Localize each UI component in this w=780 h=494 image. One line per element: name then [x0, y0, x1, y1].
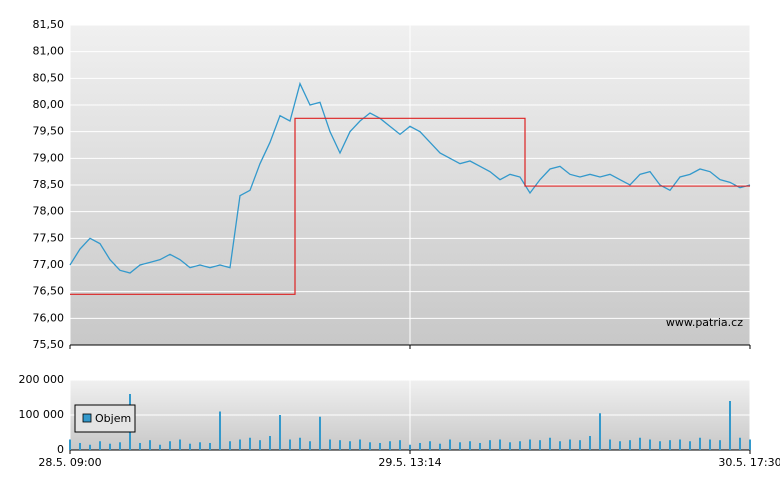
- volume-bar: [159, 444, 161, 450]
- y-tick-label: 77,00: [33, 258, 65, 271]
- volume-bar: [289, 439, 291, 450]
- y-tick-label: 78,50: [33, 178, 65, 191]
- volume-bar: [609, 439, 611, 450]
- volume-bar: [529, 439, 531, 450]
- volume-bar: [379, 443, 381, 450]
- volume-bar: [339, 440, 341, 450]
- volume-bar: [329, 439, 331, 450]
- volume-bar: [659, 441, 661, 450]
- volume-bar: [399, 440, 401, 450]
- y-tick-label: 76,50: [33, 285, 65, 298]
- legend-swatch: [82, 413, 92, 423]
- volume-bar: [519, 441, 521, 450]
- volume-bar: [499, 439, 501, 450]
- volume-bar: [149, 440, 151, 450]
- y-tick-label: 80,50: [33, 71, 65, 84]
- x-tick-label: 29.5. 13:14: [378, 456, 441, 469]
- volume-bar: [509, 442, 511, 450]
- price-line: [69, 81, 751, 274]
- volume-bar: [449, 439, 451, 450]
- watermark: www.patria.cz: [666, 316, 743, 329]
- volume-bar: [239, 439, 241, 450]
- volume-bar: [649, 439, 651, 450]
- volume-bar: [439, 443, 441, 450]
- volume-bar: [99, 441, 101, 450]
- volume-bar: [209, 443, 211, 450]
- volume-bar: [69, 439, 71, 450]
- y-tick-label: 81,50: [33, 18, 65, 31]
- y-tick-label: 79,50: [33, 125, 65, 138]
- volume-bar: [689, 441, 691, 450]
- step-line: [70, 117, 750, 295]
- y-tick-label: 75,50: [33, 338, 65, 351]
- x-tick-label: 30.5. 17:30: [718, 456, 780, 469]
- volume-bar: [719, 440, 721, 450]
- volume-bar: [559, 441, 561, 450]
- volume-bar: [359, 439, 361, 450]
- volume-bar: [459, 442, 461, 450]
- volume-bar: [349, 441, 351, 450]
- volume-bar: [579, 440, 581, 450]
- y-tick-label: 200 000: [19, 373, 65, 386]
- volume-bar: [259, 440, 261, 450]
- volume-bar: [739, 437, 741, 450]
- volume-bar: [749, 439, 751, 450]
- volume-bar: [169, 441, 171, 450]
- volume-bar: [369, 442, 371, 450]
- volume-bar: [319, 416, 321, 450]
- volume-bar: [189, 443, 191, 450]
- volume-bar: [199, 442, 201, 450]
- volume-bar: [89, 444, 91, 450]
- volume-bar: [249, 437, 251, 450]
- volume-bar: [639, 437, 641, 450]
- volume-bar: [109, 443, 111, 450]
- volume-bar: [539, 440, 541, 450]
- volume-bar: [569, 439, 571, 450]
- volume-bar: [429, 441, 431, 450]
- volume-bar: [179, 439, 181, 450]
- volume-bar: [599, 413, 601, 450]
- volume-bar: [699, 437, 701, 450]
- volume-bar: [229, 441, 231, 450]
- y-tick-label: 0: [57, 443, 64, 456]
- legend-label: Objem: [95, 412, 131, 425]
- y-tick-label: 79,00: [33, 151, 65, 164]
- volume-bar: [629, 440, 631, 450]
- x-tick-label: 28.5. 09:00: [38, 456, 101, 469]
- volume-bar: [279, 415, 281, 450]
- volume-bar: [669, 440, 671, 450]
- y-tick-label: 80,00: [33, 98, 65, 111]
- volume-bar: [409, 444, 411, 450]
- volume-bar: [619, 441, 621, 450]
- volume-bar: [309, 441, 311, 450]
- volume-bar: [489, 440, 491, 450]
- volume-bar: [709, 439, 711, 450]
- volume-bar: [469, 441, 471, 450]
- y-tick-label: 81,00: [33, 45, 65, 58]
- volume-bar: [549, 437, 551, 450]
- y-tick-label: 76,00: [33, 311, 65, 324]
- volume-bar: [119, 442, 121, 450]
- y-tick-label: 100 000: [19, 408, 65, 421]
- volume-bar: [419, 443, 421, 450]
- volume-bar: [389, 441, 391, 450]
- volume-bar: [729, 401, 731, 450]
- volume-bar: [79, 443, 81, 450]
- volume-bar: [139, 443, 141, 450]
- volume-bar: [479, 443, 481, 450]
- volume-bar: [269, 436, 271, 450]
- volume-bar: [679, 439, 681, 450]
- y-tick-label: 77,50: [33, 231, 65, 244]
- volume-bar: [589, 436, 591, 450]
- volume-bar: [219, 411, 221, 450]
- volume-bar: [299, 437, 301, 450]
- y-tick-label: 78,00: [33, 205, 65, 218]
